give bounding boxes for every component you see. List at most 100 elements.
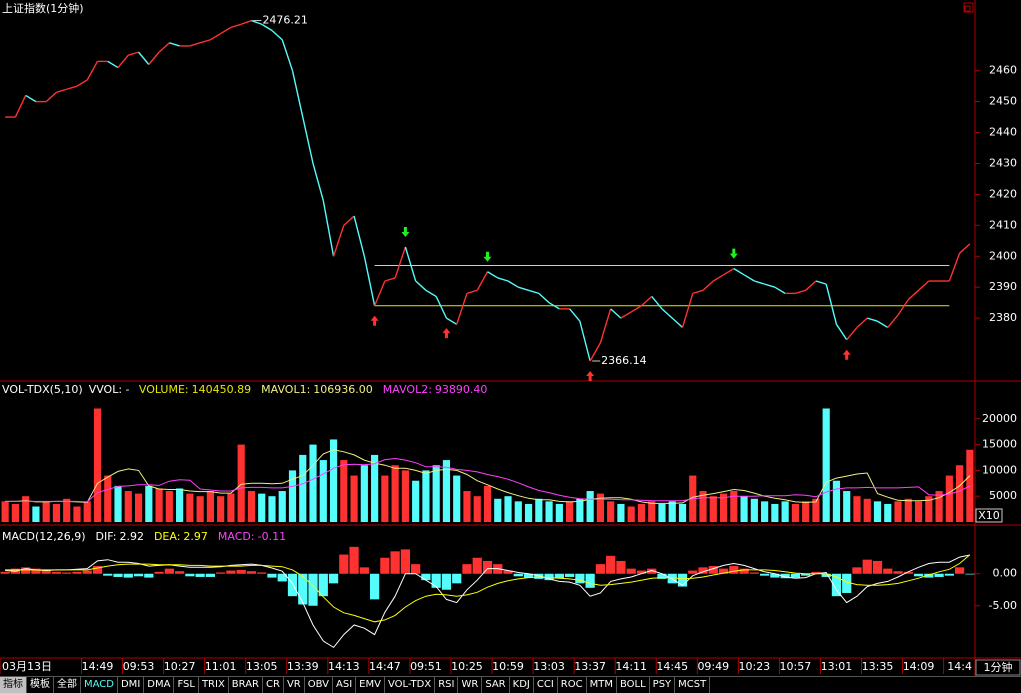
price-segment: [877, 320, 889, 329]
price-segment: [640, 295, 653, 307]
sell-arrow: [483, 251, 492, 262]
x-tick-label: 13:35: [862, 660, 894, 673]
bar: [329, 439, 338, 522]
bar: [51, 571, 62, 574]
x-tick-label: 13:03: [533, 660, 565, 673]
bar: [708, 566, 718, 574]
indicator-tab[interactable]: DMA: [144, 677, 175, 693]
price-segment: [805, 280, 817, 291]
sell-arrow: [401, 226, 410, 237]
bar: [585, 573, 595, 588]
indicator-tab[interactable]: DMI: [118, 677, 145, 693]
bar: [637, 503, 646, 522]
indicator-tab[interactable]: VOL-TDX: [385, 677, 436, 693]
y-tick-label: 0.00: [993, 567, 1018, 580]
indicator-tab[interactable]: VR: [284, 677, 305, 693]
price-segment: [394, 246, 407, 279]
x-tick-label: 13:39: [287, 660, 319, 673]
indicator-line: [5, 449, 971, 504]
price-segment: [528, 289, 540, 295]
indicator-line: [5, 554, 970, 649]
indicator-tab[interactable]: KDJ: [510, 677, 534, 693]
indicator-toolbar: 指标 模板 全部 MACD DMI DMA FSL TRIX BRAR CR VR OBV ASI EMV…: [0, 676, 1021, 693]
y-tick-label: 2410: [989, 218, 1017, 231]
bar: [360, 465, 368, 522]
indicator-tab[interactable]: PSY: [650, 677, 676, 693]
bar: [626, 568, 636, 574]
indicator-tab[interactable]: CR: [263, 677, 284, 693]
indicator-tab[interactable]: MTM: [587, 677, 617, 693]
indicator-tab[interactable]: ROC: [558, 677, 587, 693]
price-segment: [487, 271, 499, 279]
bar: [494, 498, 502, 522]
indicator-line: [5, 457, 971, 503]
bar: [935, 491, 943, 522]
bar: [288, 470, 297, 522]
legend-name: MAVOL2:: [383, 383, 432, 396]
price-segment: [723, 268, 735, 276]
indicator-tab[interactable]: FSL: [174, 677, 199, 693]
legend-value: 93890.40: [435, 383, 488, 396]
period-label[interactable]: 1分钟: [984, 660, 1013, 674]
indicator-tab[interactable]: SAR: [482, 677, 510, 693]
maximize-icon[interactable]: [963, 2, 974, 13]
price-segment: [497, 277, 509, 282]
price-segment: [692, 289, 704, 295]
indicator-tab[interactable]: MCST: [675, 677, 711, 693]
bar: [42, 501, 50, 522]
indicator-tab[interactable]: ASI: [333, 677, 357, 693]
indicator-tab[interactable]: BRAR: [229, 677, 263, 693]
indicator-tab[interactable]: WR: [458, 677, 483, 693]
x-tick-label: 11:01: [205, 660, 237, 673]
bar: [688, 570, 698, 574]
indicator-tab[interactable]: TRIX: [199, 677, 229, 693]
x-tick-label: 14:4: [947, 660, 972, 673]
price-segment: [538, 292, 550, 304]
bar: [401, 470, 409, 522]
bar: [852, 567, 862, 574]
period-button[interactable]: [975, 659, 1021, 676]
bar: [575, 573, 585, 584]
bar: [328, 573, 339, 584]
extreme-label: 2366.14: [601, 354, 647, 367]
chart-title: 上证指数(1分钟): [2, 1, 84, 15]
bar: [647, 568, 657, 574]
price-segment: [579, 321, 591, 362]
bar: [595, 564, 606, 574]
bar: [821, 573, 831, 577]
bar: [523, 573, 534, 578]
bar: [0, 571, 10, 574]
bar: [790, 573, 801, 578]
bar: [884, 503, 892, 522]
x-tick-label: 10:23: [738, 660, 770, 673]
legend-value: 2.97: [183, 530, 208, 543]
bar: [32, 506, 40, 522]
bar: [472, 557, 482, 574]
bar: [412, 480, 420, 522]
price-segment: [446, 317, 458, 325]
y-tick-label: 20000: [982, 412, 1017, 425]
y-tick-label: 2460: [989, 64, 1017, 77]
price-segment: [867, 317, 878, 322]
bar: [123, 573, 133, 578]
indicator-tab[interactable]: MACD: [81, 677, 118, 693]
bar: [298, 573, 308, 605]
indicator-tab[interactable]: CCI: [534, 677, 558, 693]
bar: [431, 573, 441, 588]
indicator-tab[interactable]: BOLL: [617, 677, 650, 693]
sell-arrow: [729, 248, 738, 259]
indicator-tab[interactable]: 指标: [0, 677, 27, 693]
price-segment: [918, 280, 930, 291]
bar: [453, 475, 461, 522]
price-segment: [856, 317, 868, 328]
legend-name: MAVOL1:: [261, 383, 310, 396]
indicator-tab[interactable]: EMV: [356, 677, 385, 693]
indicator-tab[interactable]: RSI: [435, 677, 459, 693]
indicator-tab[interactable]: 模板: [27, 677, 54, 693]
bar: [678, 503, 687, 522]
indicator-tab[interactable]: OBV: [305, 677, 333, 693]
bar: [781, 501, 789, 522]
indicator-tab[interactable]: 全部: [54, 677, 81, 693]
bar: [945, 475, 953, 522]
bar: [544, 573, 554, 581]
